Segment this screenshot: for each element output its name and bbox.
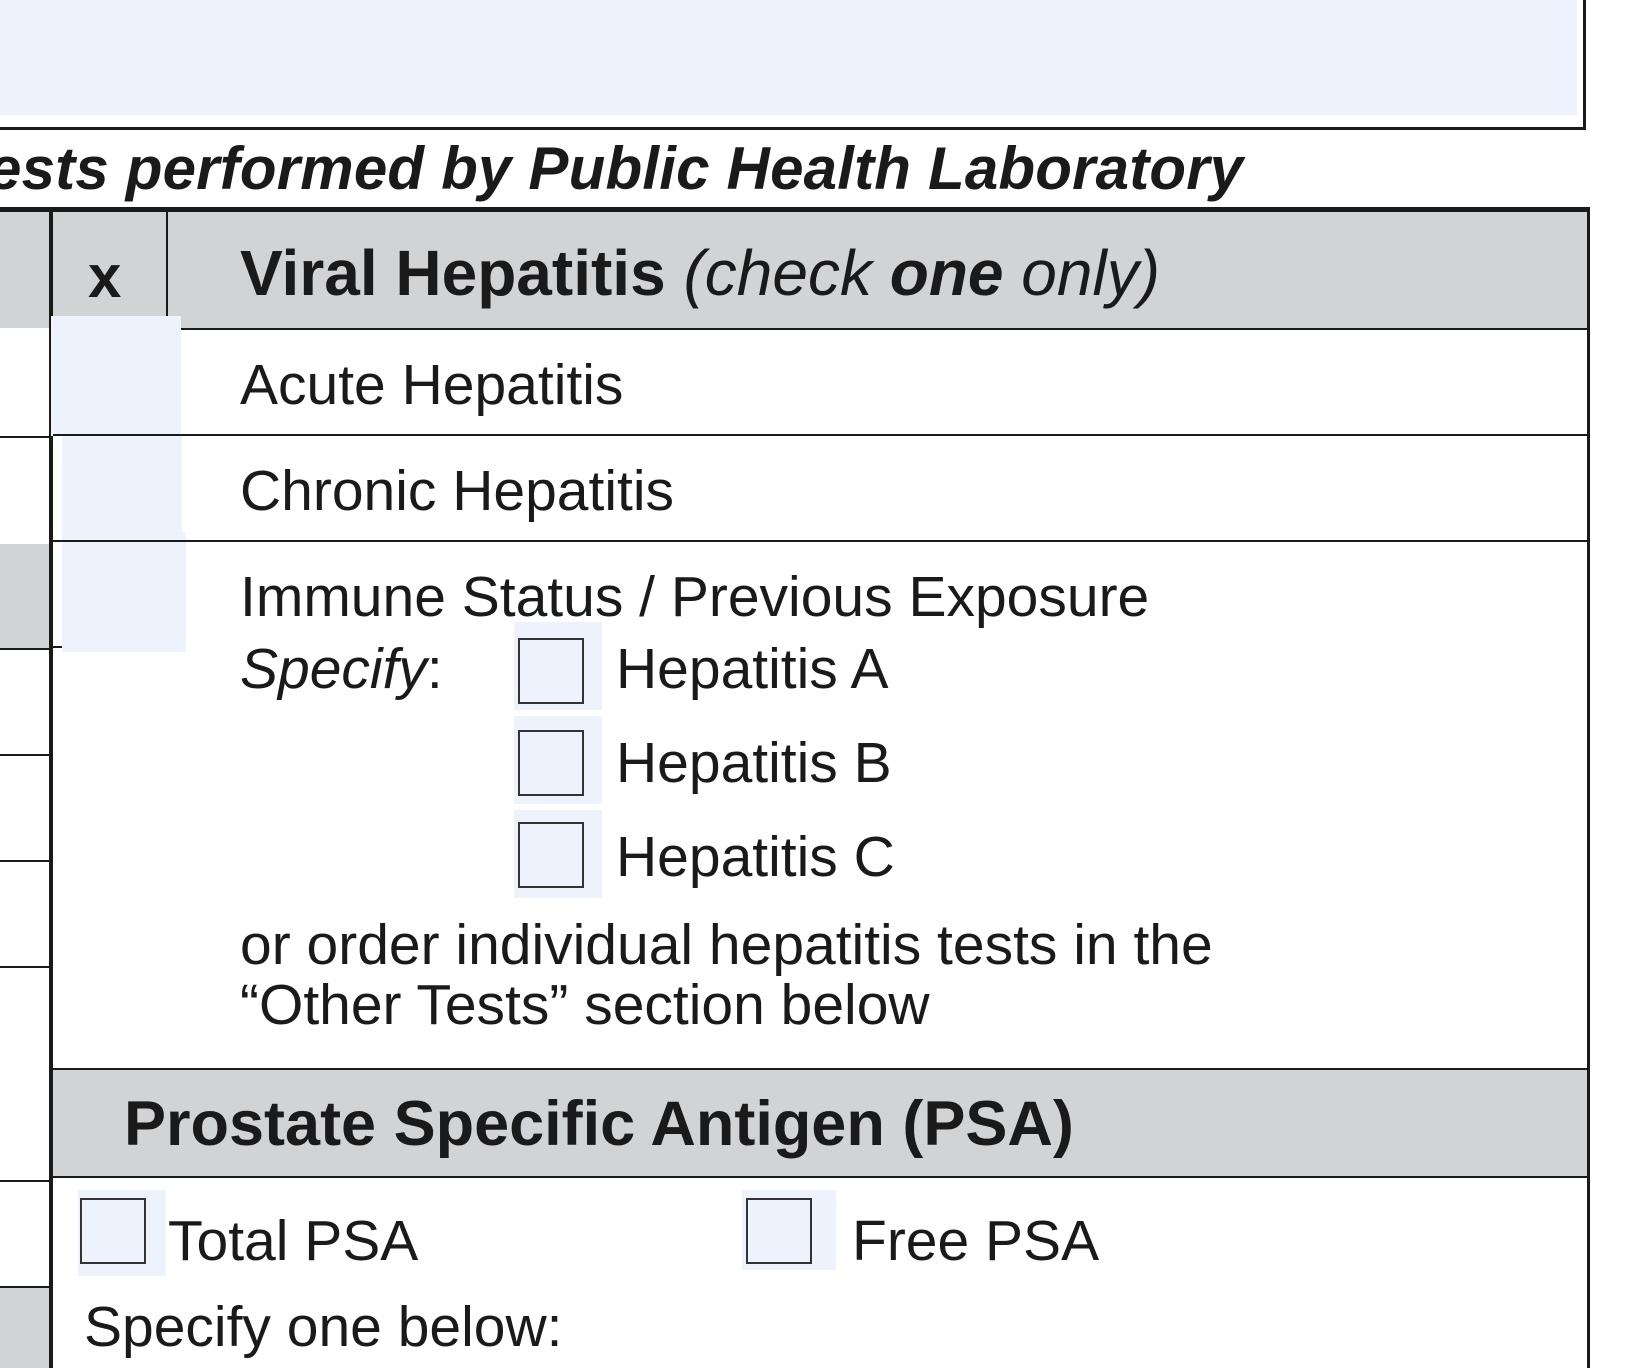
table-left-border bbox=[49, 212, 53, 1368]
left-row-rule bbox=[0, 1286, 52, 1288]
hepatitis-a-checkbox[interactable] bbox=[518, 638, 584, 704]
viral-hepatitis-title: Viral Hepatitis bbox=[240, 237, 666, 309]
total-psa-checkbox[interactable] bbox=[80, 1198, 146, 1264]
specify-colon: : bbox=[426, 637, 443, 701]
x-column-header: x bbox=[88, 243, 122, 310]
left-column-gray-cell bbox=[0, 544, 50, 648]
chronic-hepatitis-label: Chronic Hepatitis bbox=[240, 459, 675, 523]
hepatitis-b-label: Hepatitis B bbox=[616, 731, 892, 795]
free-psa-checkbox[interactable] bbox=[746, 1198, 812, 1264]
left-row-rule bbox=[0, 754, 52, 756]
left-row-rule bbox=[0, 436, 52, 438]
immune-status-checkbox[interactable] bbox=[62, 532, 186, 652]
hepatitis-c-checkbox[interactable] bbox=[518, 822, 584, 888]
left-column-header-cell bbox=[0, 212, 50, 328]
header-rule bbox=[53, 328, 1587, 330]
check-note-bold: one bbox=[889, 237, 1004, 309]
psa-bottom-rule bbox=[53, 1176, 1587, 1178]
left-row-rule bbox=[0, 966, 52, 968]
top-text-field-fill bbox=[0, 0, 1577, 115]
total-psa-checkbox-fill bbox=[78, 1190, 166, 1276]
viral-hepatitis-title-line: Viral Hepatitis (check one only) bbox=[240, 236, 1160, 310]
table-right-border bbox=[1587, 207, 1590, 1368]
chronic-hepatitis-checkbox[interactable] bbox=[62, 436, 182, 544]
hepatitis-a-label: Hepatitis A bbox=[616, 637, 889, 701]
psa-top-rule bbox=[53, 1068, 1587, 1070]
left-row-rule bbox=[0, 648, 52, 650]
top-text-field[interactable] bbox=[0, 0, 1586, 130]
row-rule-chronic bbox=[53, 540, 1587, 542]
hepatitis-c-checkbox-fill bbox=[514, 810, 602, 898]
hepatitis-b-checkbox[interactable] bbox=[518, 730, 584, 796]
left-row-rule bbox=[0, 860, 52, 862]
check-note-open: (check bbox=[683, 237, 890, 309]
viral-hepatitis-header-bg bbox=[53, 212, 1587, 328]
free-psa-checkbox-fill bbox=[742, 1190, 836, 1270]
specify-label-line: Specify: bbox=[240, 636, 443, 702]
free-psa-label: Free PSA bbox=[852, 1209, 1100, 1273]
acute-hepatitis-label: Acute Hepatitis bbox=[240, 353, 624, 417]
hepatitis-a-checkbox-fill bbox=[514, 622, 602, 710]
other-tests-note-line1: or order individual hepatitis tests in t… bbox=[240, 913, 1213, 977]
specify-label: Specify bbox=[240, 637, 427, 701]
psa-header-bg bbox=[53, 1070, 1587, 1176]
left-column-gray-cell-bottom bbox=[0, 1288, 50, 1368]
total-psa-label: Total PSA bbox=[168, 1209, 419, 1273]
check-note-close: only) bbox=[1003, 237, 1160, 309]
acute-hepatitis-checkbox[interactable] bbox=[51, 316, 181, 436]
section-banner: ests performed by Public Health Laborato… bbox=[0, 135, 1244, 202]
banner-rule bbox=[0, 207, 1590, 212]
hepatitis-c-label: Hepatitis C bbox=[616, 825, 895, 889]
immune-status-label: Immune Status / Previous Exposure bbox=[240, 565, 1150, 629]
psa-specify-label: Specify one below: bbox=[84, 1295, 563, 1359]
psa-title: Prostate Specific Antigen (PSA) bbox=[124, 1089, 1074, 1159]
other-tests-note-line2: “Other Tests” section below bbox=[240, 973, 930, 1037]
row-rule-acute bbox=[53, 434, 1587, 436]
left-row-rule bbox=[0, 1180, 52, 1182]
